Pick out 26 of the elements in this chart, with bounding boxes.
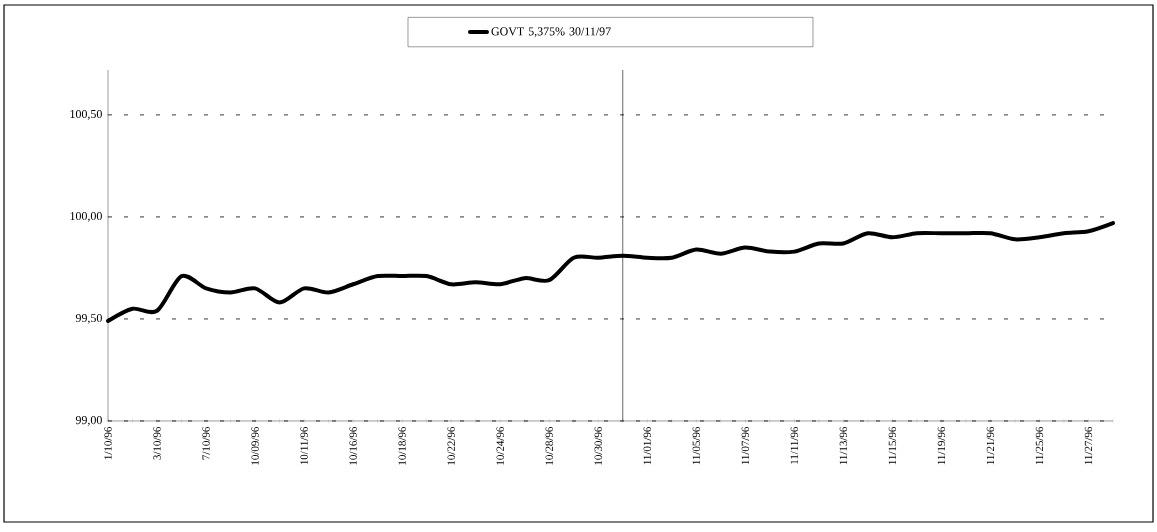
x-tick-label: 10/18/96 — [398, 426, 406, 465]
x-tick-label: 11/11/96 — [790, 426, 799, 464]
x-tick-label: 11/07/96 — [741, 426, 750, 465]
x-tick-label: 11/21/96 — [986, 426, 995, 465]
x-tick-label: 11/25/96 — [1035, 426, 1044, 465]
y-tick-label: 99,00 — [75, 416, 102, 426]
x-tick-label: 10/09/96 — [251, 426, 259, 465]
y-tick-label: 100,00 — [70, 212, 102, 222]
y-tick-label: 100,50 — [70, 109, 102, 120]
x-tick-label: 11/01/96 — [643, 426, 651, 465]
y-tick-label: 99,50 — [75, 314, 102, 324]
x-tick-label: 10/22/96 — [447, 426, 455, 465]
x-tick-label: 3/10/96 — [153, 426, 161, 460]
x-tick-label: 7/10/96 — [202, 426, 210, 460]
x-tick-label: 10/28/96 — [545, 426, 553, 465]
x-tick-label: 10/11/96 — [300, 426, 308, 465]
legend-label: GOVT 5,375% 30/11/97 — [491, 27, 611, 38]
x-tick-label: 11/19/96 — [937, 426, 946, 465]
x-tick-label: 11/13/96 — [839, 426, 848, 465]
x-tick-label: 1/10/96 — [104, 426, 112, 460]
x-tick-label: 11/05/96 — [692, 426, 700, 465]
x-tick-label: 10/24/96 — [496, 426, 504, 465]
x-tick-label: 11/27/96 — [1084, 426, 1093, 465]
x-tick-label: 10/30/96 — [594, 426, 602, 465]
x-tick-label: 11/15/96 — [888, 426, 897, 465]
x-tick-label: 10/16/96 — [349, 426, 357, 465]
